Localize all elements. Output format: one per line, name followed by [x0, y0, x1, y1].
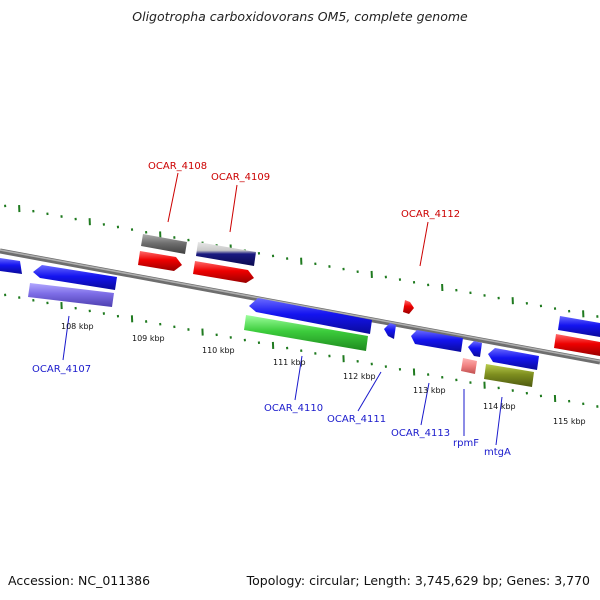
gene-ocar-4109-cds[interactable]	[193, 261, 254, 283]
gene-ocar-4110-feature[interactable]	[244, 315, 368, 351]
gene-ocar-4108-cds[interactable]	[138, 251, 182, 271]
gene-right-edge-reverse-cds[interactable]	[558, 316, 600, 337]
gene-ocar-4110-block[interactable]	[244, 298, 372, 351]
gene-rpmf-cds[interactable]	[468, 341, 482, 357]
leader-ocar-4108	[167, 172, 179, 223]
label-ocar-4109[interactable]: OCAR_4109	[211, 172, 270, 183]
gene-ocar-4112-cds[interactable]	[403, 300, 414, 314]
gene-ocar-4108-block[interactable]	[138, 234, 187, 271]
gene-ocar-4107-feature[interactable]	[28, 283, 114, 307]
label-ocar-4108[interactable]: OCAR_4108	[148, 161, 207, 172]
ruler-label-113: 113 kbp	[413, 386, 446, 395]
ruler-label-114: 114 kbp	[483, 402, 516, 411]
genome-summary-text: Topology: circular; Length: 3,745,629 bp…	[246, 573, 590, 588]
label-ocar-4107[interactable]: OCAR_4107	[32, 364, 91, 375]
map-title: Oligotropha carboxidovorans OM5, complet…	[132, 9, 468, 24]
gene-right-edge-block[interactable]	[554, 316, 600, 356]
backbone-highlight	[0, 249, 600, 362]
ruler-label-111: 111 kbp	[273, 358, 306, 367]
gene-ocar-4108-feature[interactable]	[141, 234, 187, 254]
label-ocar-4113[interactable]: OCAR_4113	[391, 428, 450, 439]
gene-ocar-4109-feature[interactable]	[196, 242, 256, 266]
leader-ocar-4111	[357, 371, 382, 412]
upper-tick-track	[4, 204, 599, 318]
leader-ocar-4107	[62, 315, 70, 361]
label-ocar-4110[interactable]: OCAR_4110	[264, 403, 323, 414]
leader-ocar-4113	[420, 382, 430, 426]
gene-ocar-4110-cds[interactable]	[249, 298, 372, 334]
gene-rpmf-feature[interactable]	[461, 358, 477, 374]
gene-right-edge-forward-cds[interactable]	[554, 334, 600, 356]
gene-mtga-cds[interactable]	[488, 348, 539, 370]
leader-ocar-4109	[229, 184, 238, 233]
gene-rpmf-block[interactable]	[461, 341, 482, 374]
label-ocar-4112[interactable]: OCAR_4112	[401, 209, 460, 220]
label-ocar-4111[interactable]: OCAR_4111	[327, 414, 386, 425]
accession-text: Accession: NC_011386	[8, 573, 151, 588]
gene-left-edge-cds[interactable]	[0, 258, 22, 274]
lower-tick-track	[4, 293, 599, 408]
gene-mtga-block[interactable]	[484, 348, 539, 387]
label-mtga[interactable]: mtgA	[484, 447, 511, 458]
ruler-label-109: 109 kbp	[132, 334, 165, 343]
leader-ocar-4112	[419, 221, 429, 267]
leader-mtga	[495, 396, 503, 446]
gene-ocar-4111-cds[interactable]	[384, 323, 396, 339]
leader-ocar-4110	[294, 355, 303, 401]
gene-ocar-4107-cds[interactable]	[33, 265, 117, 290]
gene-mtga-feature[interactable]	[484, 364, 534, 387]
ruler-label-115: 115 kbp	[553, 417, 586, 426]
label-rpmf[interactable]: rpmF	[453, 438, 479, 449]
ruler-label-112: 112 kbp	[343, 372, 376, 381]
ruler-label-110: 110 kbp	[202, 346, 235, 355]
gene-ocar-4109-block[interactable]	[193, 242, 256, 283]
gene-ocar-4107-block[interactable]	[28, 265, 117, 307]
gene-ocar-4113-cds[interactable]	[411, 330, 463, 352]
ruler-label-108: 108 kbp	[61, 322, 94, 331]
